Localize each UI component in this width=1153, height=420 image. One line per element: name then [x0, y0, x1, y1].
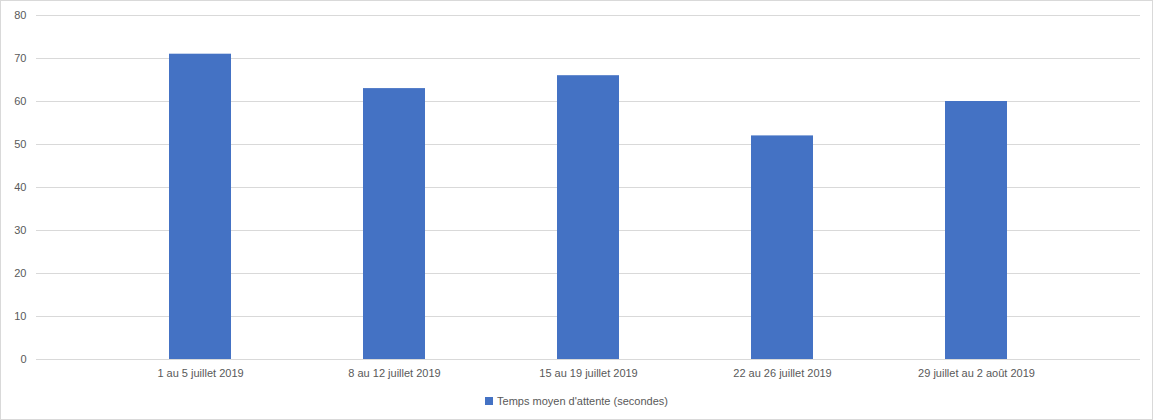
svg-text:20: 20 — [14, 267, 26, 279]
svg-text:15 au 19 juillet 2019: 15 au 19 juillet 2019 — [539, 367, 637, 379]
svg-text:70: 70 — [14, 52, 26, 64]
svg-text:50: 50 — [14, 138, 26, 150]
svg-text:60: 60 — [14, 95, 26, 107]
svg-text:80: 80 — [14, 9, 26, 21]
svg-text:10: 10 — [14, 310, 26, 322]
svg-text:30: 30 — [14, 224, 26, 236]
html-text:Temps moyen d'attente (seconde: Temps moyen d'attente (secondes) — [497, 395, 668, 407]
svg-text:40: 40 — [14, 181, 26, 193]
svg-text:8 au 12 juillet 2019: 8 au 12 juillet 2019 — [348, 367, 440, 379]
svg-text:1 au 5 juillet 2019: 1 au 5 juillet 2019 — [157, 367, 243, 379]
svg-text:29 juillet au 2 août 2019: 29 juillet au 2 août 2019 — [918, 367, 1035, 379]
svg-text:0: 0 — [20, 353, 26, 365]
svg-text:22 au 26 juillet 2019: 22 au 26 juillet 2019 — [733, 367, 831, 379]
